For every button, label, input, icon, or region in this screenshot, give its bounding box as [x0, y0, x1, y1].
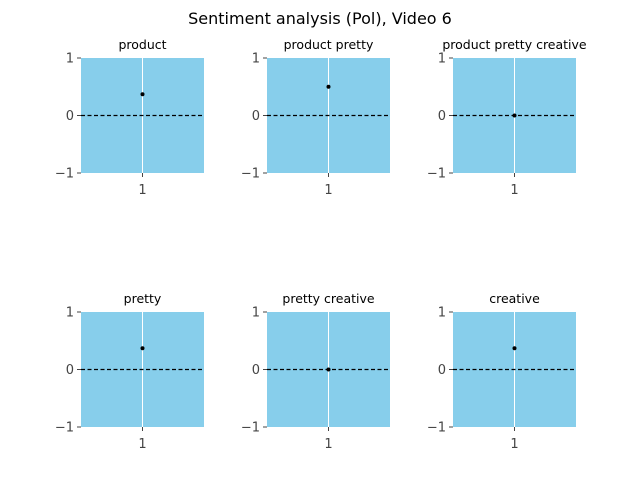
x-tick-label: 1: [324, 437, 332, 452]
subplot-title: pretty: [124, 291, 162, 306]
y-tick-label: 0: [66, 363, 74, 378]
y-tick-label: 0: [438, 109, 446, 124]
subplot-title: pretty creative: [282, 291, 375, 306]
x-tick-label: 1: [510, 183, 518, 198]
x-tick-label: 1: [138, 437, 146, 452]
x-tick-label: 1: [510, 437, 518, 452]
subplot-title: product: [118, 37, 166, 52]
subplot-1: product 1 0 −1 1: [55, 37, 204, 198]
y-tick-label: 0: [252, 109, 260, 124]
subplot-title: product pretty: [284, 37, 374, 52]
y-tick-label: 1: [438, 306, 446, 321]
data-point: [326, 367, 331, 372]
y-tick-label: 1: [252, 306, 260, 321]
data-point: [512, 113, 517, 118]
data-point: [140, 92, 145, 97]
subplot-title: product pretty creative: [442, 37, 587, 52]
y-tick-label: 1: [438, 52, 446, 67]
y-tick-label: −1: [55, 167, 74, 182]
data-point: [140, 346, 145, 351]
y-tick-label: −1: [55, 421, 74, 436]
y-tick-label: 1: [66, 306, 74, 321]
x-tick-label: 1: [138, 183, 146, 198]
y-tick-label: 1: [252, 52, 260, 67]
figure-title: Sentiment analysis (Pol), Video 6: [188, 9, 452, 28]
subplot-5: pretty creative 1 0 −1 1: [241, 291, 390, 452]
x-tick-label: 1: [324, 183, 332, 198]
y-tick-label: −1: [427, 421, 446, 436]
data-point: [326, 84, 331, 89]
y-tick-label: −1: [241, 421, 260, 436]
subplot-4: pretty 1 0 −1 1: [55, 291, 204, 452]
subplot-2: product pretty 1 0 −1 1: [241, 37, 390, 198]
y-tick-label: 0: [252, 363, 260, 378]
data-point: [512, 346, 517, 351]
y-tick-label: 0: [66, 109, 74, 124]
subplot-title: creative: [489, 291, 540, 306]
y-tick-label: 1: [66, 52, 74, 67]
subplot-6: creative 1 0 −1 1: [427, 291, 576, 452]
y-tick-label: −1: [241, 167, 260, 182]
y-tick-label: −1: [427, 167, 446, 182]
y-tick-label: 0: [438, 363, 446, 378]
